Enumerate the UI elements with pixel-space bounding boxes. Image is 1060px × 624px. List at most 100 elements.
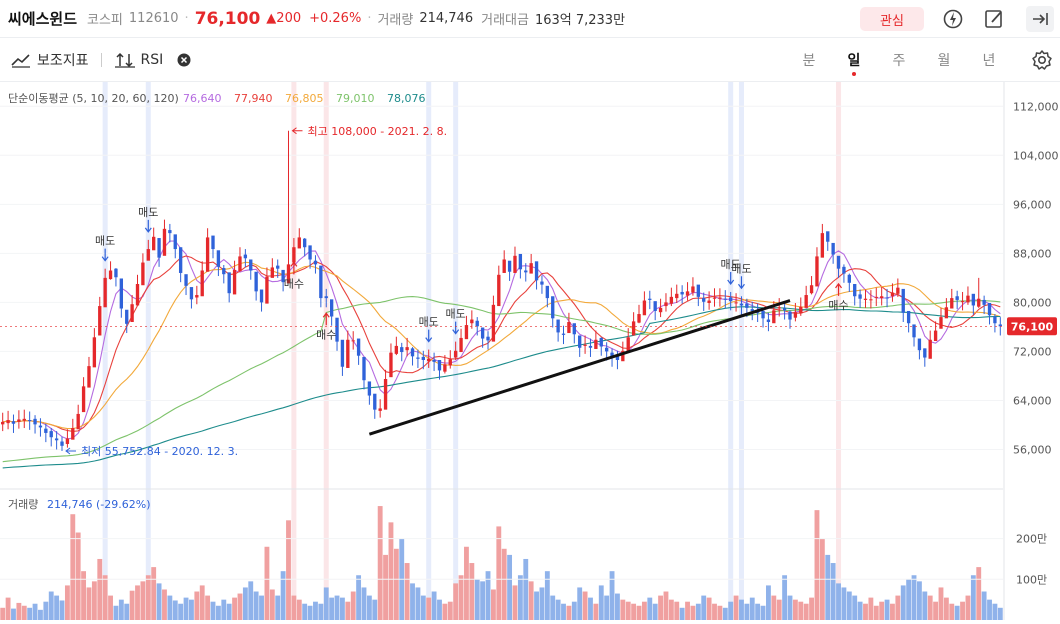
collapse-panel-icon[interactable] (1026, 6, 1054, 32)
volume-bar (205, 595, 211, 620)
buy-arrow-icon (290, 261, 298, 275)
current-price-box (1007, 317, 1057, 336)
volume-bar (108, 595, 113, 620)
volume-bar (550, 595, 556, 620)
volume-bar (464, 546, 469, 620)
volume-bar (712, 603, 717, 620)
candle-body (696, 284, 700, 297)
candle-body (799, 306, 803, 314)
volume-bar (577, 587, 583, 620)
period-day[interactable]: 일 (842, 38, 866, 82)
candle-body (427, 358, 431, 362)
amount-label: 거래대금 (481, 13, 529, 28)
volume-bar (345, 601, 351, 620)
sell-signal-label: 매도 (446, 308, 466, 321)
buy-signal-label: 매수 (828, 299, 848, 312)
volume-bar (97, 558, 103, 620)
period-month[interactable]: 월 (937, 53, 951, 69)
period-year[interactable]: 년 (982, 53, 996, 69)
favorite-button[interactable]: 관심 (860, 7, 924, 31)
volume-bar (571, 601, 577, 620)
candle-body (459, 337, 463, 353)
ma20-line (2, 261, 1001, 430)
period-minute[interactable]: 분 (802, 53, 816, 69)
ma-legend-value: 79,010 (336, 92, 375, 105)
candle-body (135, 284, 140, 306)
candle-body (270, 267, 274, 278)
volume-bar (393, 548, 399, 620)
candle-body (950, 298, 954, 309)
candle-body (114, 268, 118, 278)
sell-arrow-icon (101, 248, 109, 262)
volume-bar (113, 605, 119, 620)
volume-bar (124, 603, 130, 620)
volume-bar (226, 603, 232, 620)
toolbar-divider (100, 52, 102, 67)
sell-signal-label: 매도 (721, 258, 741, 271)
lightning-icon[interactable] (940, 6, 966, 32)
indicator-label: 보조지표 (37, 52, 89, 69)
volume-bar (194, 591, 200, 620)
settings-gear-icon[interactable] (1029, 47, 1055, 73)
candle-body (130, 304, 134, 322)
stock-name: 씨에스윈드 (8, 10, 78, 28)
trendline[interactable] (368, 299, 791, 436)
candle-body (831, 242, 835, 255)
candle-body (125, 309, 129, 324)
volume-bar (59, 600, 65, 620)
candle-body (340, 339, 345, 367)
price-tick-label: 88,000 (1013, 247, 1052, 260)
candle-body (189, 287, 194, 300)
candle-body (329, 299, 334, 317)
candle-body (400, 347, 404, 353)
candle-body (416, 357, 420, 359)
edit-icon[interactable] (981, 6, 1007, 32)
candle-body (178, 247, 183, 273)
candle-body (141, 262, 145, 286)
candle-body (772, 310, 776, 324)
volume-bars (0, 506, 1003, 620)
moving-averages (2, 240, 1001, 469)
volume-bar (377, 506, 383, 620)
volume-bar (329, 597, 335, 620)
separator-dot: · (367, 11, 372, 26)
volume-bar (652, 603, 658, 620)
volume-bar (215, 605, 221, 620)
candle-body (853, 284, 857, 297)
volume-bar (447, 601, 453, 620)
volume-bar (167, 595, 173, 620)
volume-bar (38, 609, 43, 620)
volume-legend: 거래량 214,746 (-29.62%) (8, 498, 150, 511)
candle-body (669, 296, 674, 304)
ma-legend-value: 77,940 (234, 92, 273, 105)
volume-bar (404, 563, 410, 620)
volume-bar (620, 599, 626, 620)
volume-bar (383, 554, 388, 620)
candle-body (405, 347, 409, 351)
volume-bar (658, 595, 664, 620)
candle-body (216, 250, 221, 267)
candle-body (378, 408, 382, 411)
volume-bar (118, 599, 124, 620)
period-week[interactable]: 주 (892, 53, 906, 69)
candle-body (658, 307, 663, 313)
chart-area[interactable]: 112,000 104,000 96,000 88,000 80,000 72,000 64… (0, 82, 1060, 620)
volume-bar (221, 599, 227, 620)
volume-bar (189, 599, 194, 620)
candle-body (238, 256, 242, 272)
volume-bar (232, 597, 237, 620)
indicator-menu[interactable]: 보조지표 (10, 50, 89, 70)
volume-bar (782, 575, 788, 620)
volume-bar (469, 563, 475, 620)
ma60-line (2, 296, 1001, 463)
candle-body (152, 236, 156, 251)
remove-rsi-button[interactable] (177, 53, 191, 67)
high-arrow-icon (291, 127, 303, 135)
price-chart[interactable]: 112,000 104,000 96,000 88,000 80,000 72,000 64… (0, 82, 1060, 620)
volume-tick-label: 100만 (1016, 573, 1047, 586)
sell-arrow-icon (144, 219, 152, 233)
candle-body (917, 338, 922, 351)
rsi-indicator[interactable]: RSI (114, 51, 163, 69)
buy-signal-label: 매수 (284, 277, 304, 290)
